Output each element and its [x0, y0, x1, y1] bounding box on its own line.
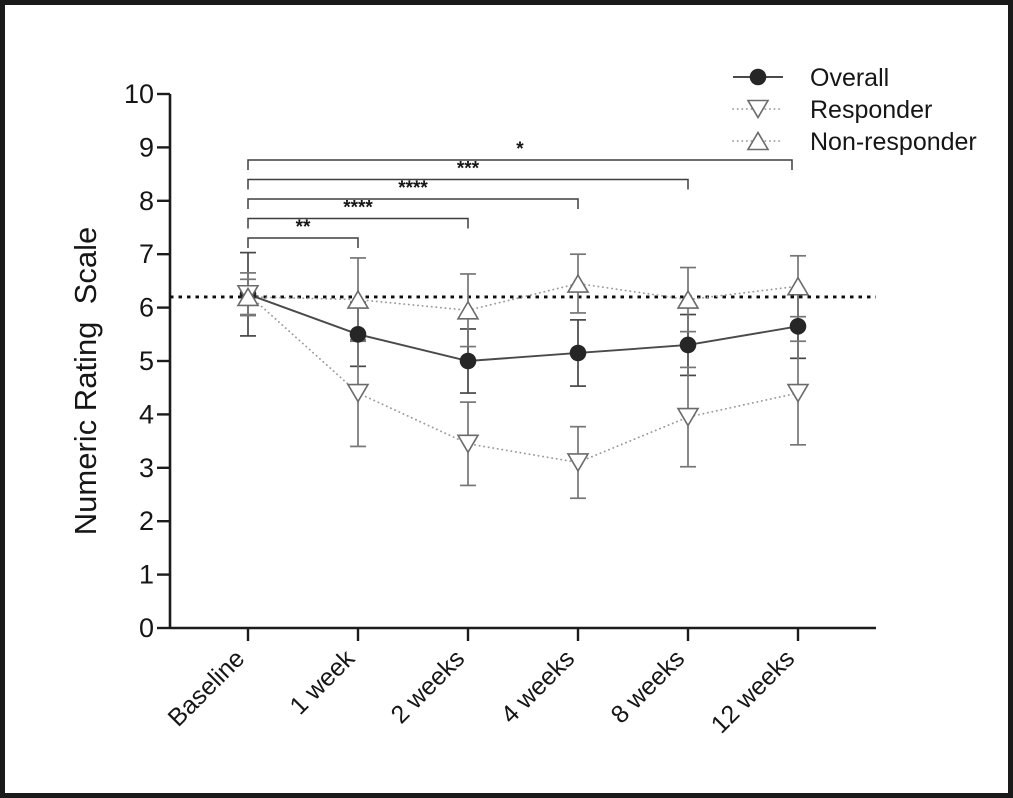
- y-tick-label: 9: [139, 132, 154, 162]
- bracket-baseline-to-2-weeks: [247, 217, 469, 229]
- x-tick-label-8-weeks: 8 weeks: [606, 644, 691, 729]
- open-triangle-down-marker: [566, 453, 590, 473]
- markers-non-responder: [236, 273, 810, 320]
- open-triangle-down-marker: [456, 434, 480, 454]
- y-tick-label: 0: [139, 613, 154, 643]
- x-tick-label-1-week: 1 week: [284, 644, 360, 720]
- y-tick-label: 4: [139, 399, 154, 429]
- series-line-non-responder: [247, 282, 799, 312]
- filled-circle-marker: [789, 317, 807, 335]
- error-bars-responder: [240, 272, 806, 500]
- y-tick-label: 10: [124, 79, 154, 109]
- filled-circle-marker: [679, 336, 697, 354]
- y-tick-label: 3: [139, 453, 154, 483]
- legend-entry-responder: Responder: [732, 96, 932, 124]
- open-triangle-up-marker: [456, 300, 480, 320]
- legend-entry-overall: Overall: [733, 64, 889, 92]
- y-tick-label: 1: [139, 560, 154, 590]
- markers-responder: [236, 284, 810, 473]
- open-triangle-up-marker: [236, 286, 260, 307]
- open-triangle-up-marker: [346, 289, 370, 309]
- series-line-responder: [247, 293, 799, 464]
- legend-filled-circle-marker: [749, 68, 767, 86]
- y-tick-label: 8: [139, 186, 154, 216]
- significance-label: ****: [343, 198, 373, 219]
- legend-entry-non-responder: Non-responder: [732, 128, 977, 156]
- y-tick-label: 5: [139, 346, 154, 376]
- bracket-baseline-to-1-week: [247, 237, 359, 248]
- bracket-baseline-to-8-weeks: [247, 178, 689, 190]
- filled-circle-marker: [569, 344, 587, 362]
- open-triangle-down-marker: [786, 383, 810, 404]
- axes: 0 1 2 3 4 5 6 7 8 9 10 Baseline 1 week 2 weeks 4 weeks…: [124, 79, 876, 739]
- legend-triangle-down-marker: [746, 99, 770, 120]
- nrs-line-chart: 0 1 2 3 4 5 6 7 8 9 10 Baseline 1 week 2 weeks 4 weeks…: [68, 64, 977, 739]
- error-bars-non-responder: [240, 253, 806, 348]
- legend-label: Responder: [810, 96, 932, 124]
- significance-label: *: [516, 139, 524, 160]
- y-tick-label: 2: [139, 506, 154, 536]
- legend: Overall Responder Non-responder: [732, 64, 977, 156]
- legend-label: Non-responder: [810, 128, 977, 156]
- open-triangle-up-marker: [566, 273, 590, 293]
- legend-triangle-up-marker: [746, 130, 770, 151]
- x-tick-label-4-weeks: 4 weeks: [496, 644, 581, 729]
- y-tick-label: 6: [139, 293, 154, 323]
- series-line-overall: [247, 293, 799, 362]
- y-tick-label: 7: [139, 239, 154, 269]
- significance-label: ****: [398, 178, 428, 199]
- significance-brackets: **************: [247, 139, 793, 248]
- bracket-baseline-to-4-weeks: [247, 198, 579, 209]
- open-triangle-down-marker: [346, 383, 370, 404]
- open-triangle-up-marker: [786, 276, 810, 296]
- significance-label: **: [296, 217, 311, 238]
- x-tick-label-12-weeks: 12 weeks: [706, 644, 800, 738]
- x-tick-label-baseline: Baseline: [163, 644, 251, 732]
- x-tick-label-2-weeks: 2 weeks: [386, 644, 471, 729]
- legend-label: Overall: [810, 64, 889, 92]
- significance-label: ***: [457, 159, 480, 180]
- filled-circle-marker: [459, 352, 477, 370]
- open-triangle-up-marker: [676, 289, 700, 309]
- filled-circle-marker: [349, 326, 367, 343]
- open-triangle-down-marker: [676, 407, 700, 428]
- bracket-baseline-to-12-weeks: [247, 159, 793, 170]
- y-axis-title: Numeric Rating Scale: [68, 227, 103, 535]
